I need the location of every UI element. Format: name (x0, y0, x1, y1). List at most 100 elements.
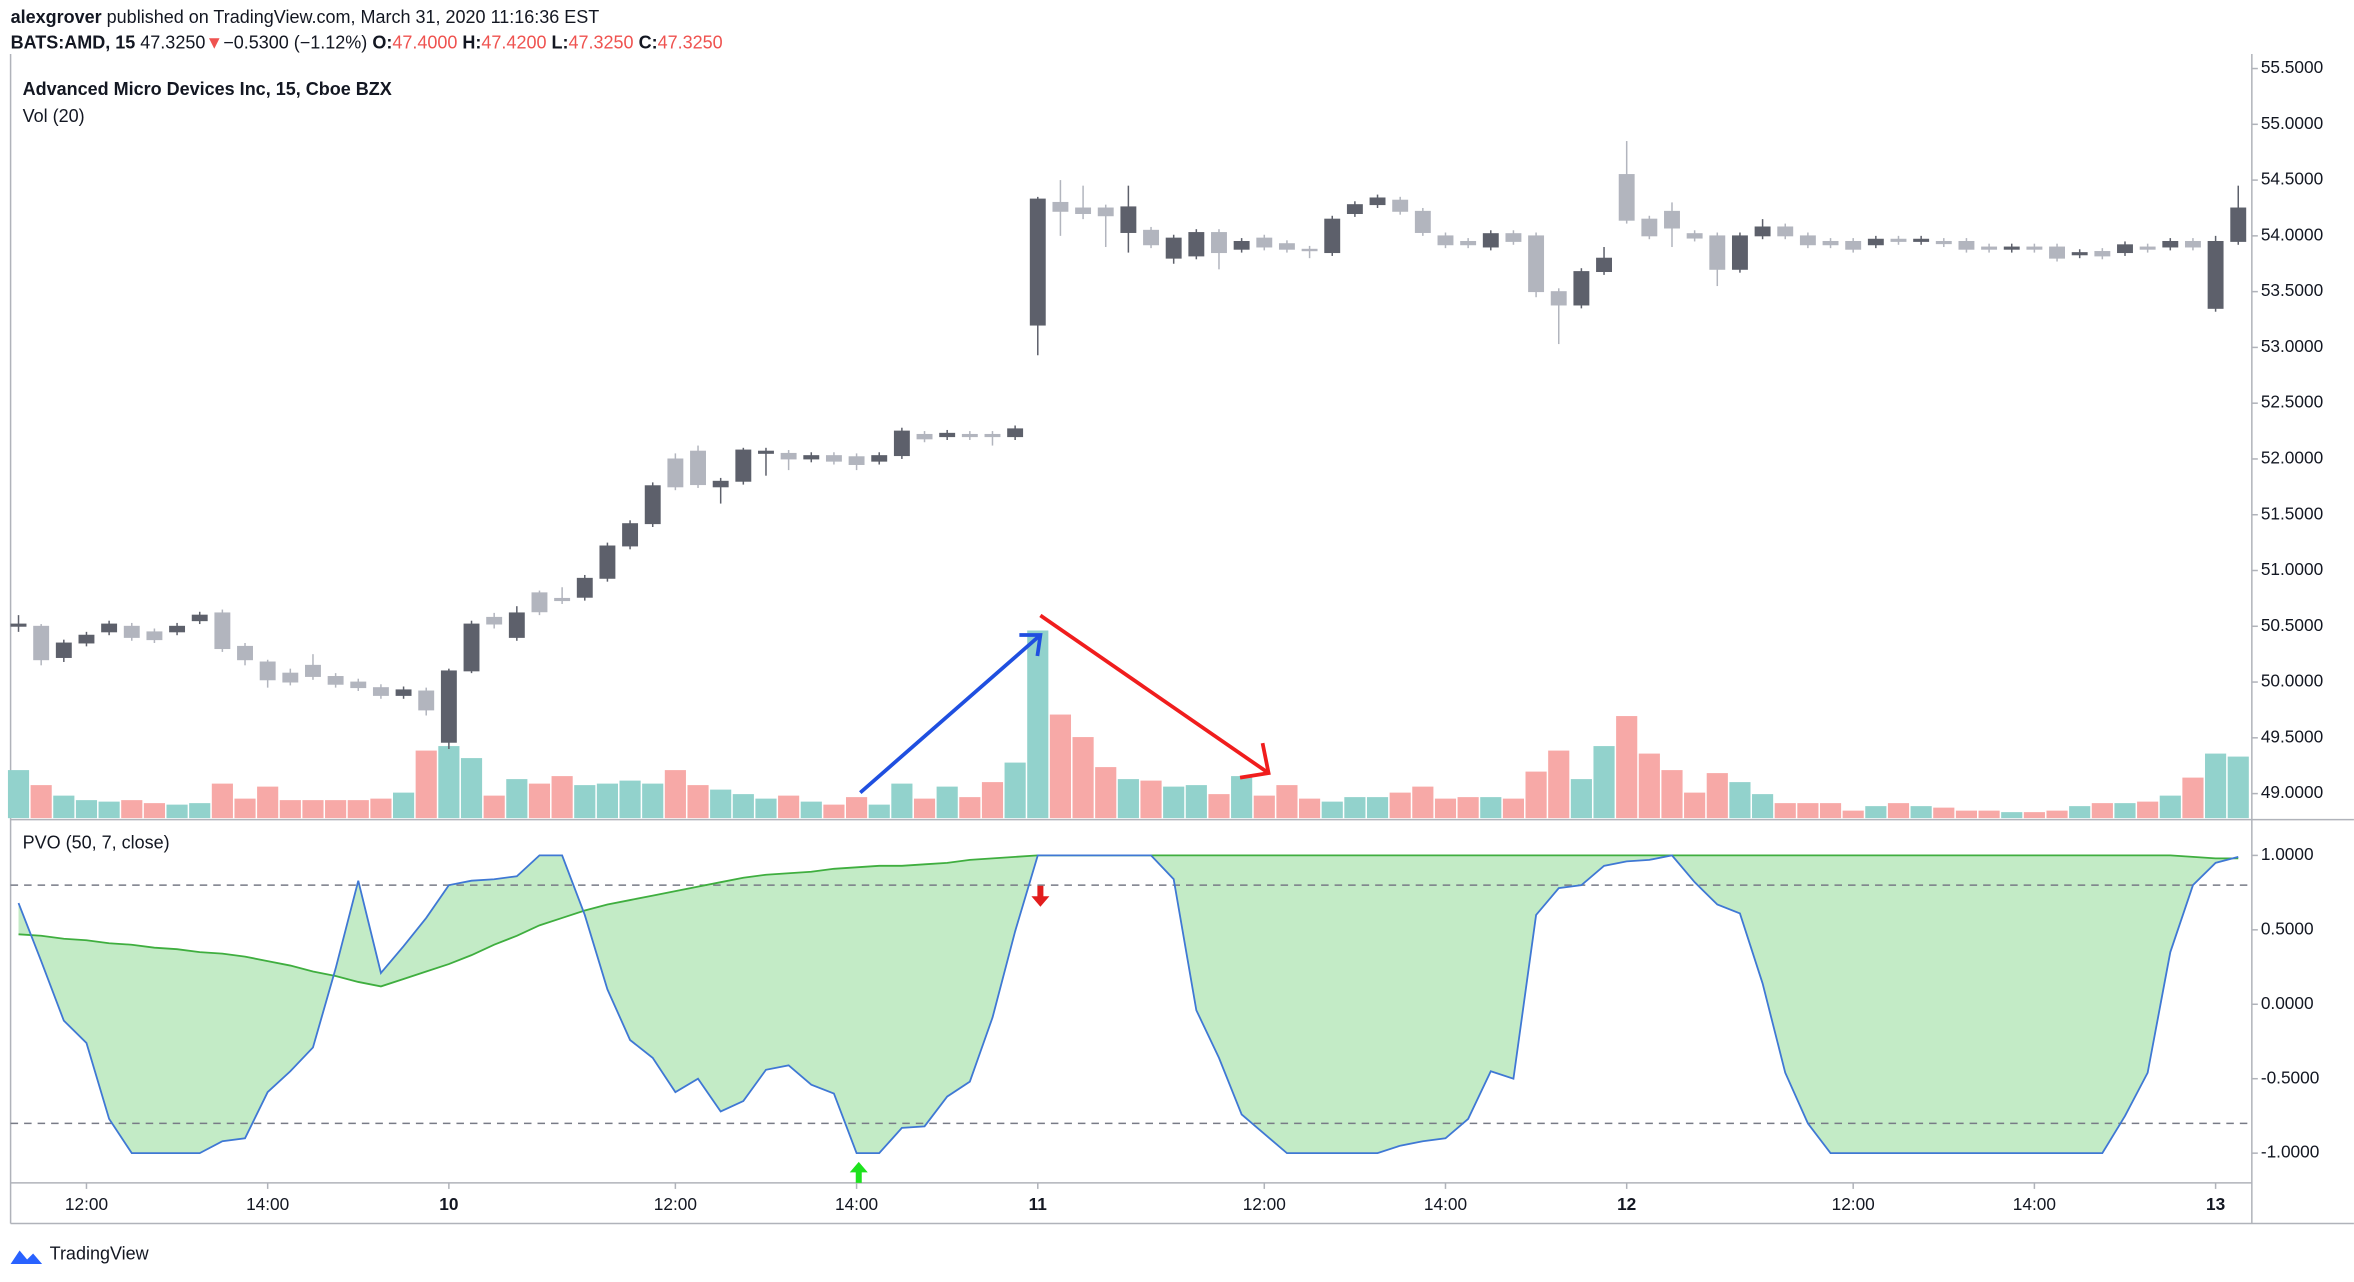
volume-bar (755, 798, 777, 819)
ohlc-label: C: (639, 32, 658, 52)
candle-body (2139, 246, 2156, 250)
volume-bar (2046, 810, 2068, 819)
candle-body (1120, 206, 1137, 233)
candle-body (1392, 199, 1409, 212)
volume-bar (1004, 762, 1026, 819)
candle-body (599, 545, 616, 579)
candle-body (1143, 229, 1159, 246)
x-tick-label: 12:00 (654, 1194, 697, 1214)
ohlc-label: O: (372, 32, 392, 52)
candle-body (1211, 232, 1227, 254)
volume-bar (732, 794, 754, 819)
volume-label: Vol (20) (23, 106, 85, 126)
volume-bar (2114, 803, 2136, 819)
candle-body (961, 433, 978, 438)
volume-bar (1842, 810, 1864, 819)
volume-bar (596, 783, 619, 819)
candle-body (644, 485, 661, 525)
candle-body (916, 433, 933, 440)
candle-body (1573, 271, 1590, 306)
candle-body (1641, 218, 1658, 237)
x-tick-label: 12:00 (1832, 1194, 1875, 1214)
candle-body (780, 452, 797, 460)
candle-body (1165, 237, 1182, 259)
y-tick-label: 53.5000 (2261, 280, 2323, 300)
candle-body (78, 634, 95, 644)
ohlc-value: 47.3250 (658, 32, 723, 52)
volume-bar (1684, 792, 1706, 819)
y-tick-label: 50.0000 (2261, 671, 2323, 691)
volume-bar (1366, 797, 1389, 819)
volume-bar (800, 801, 822, 819)
candle-body (1867, 238, 1884, 246)
candle-body (1935, 240, 1952, 245)
candle-body (1664, 210, 1680, 229)
volume-bar (528, 783, 551, 819)
candle-body (395, 689, 412, 696)
volume-bar (234, 798, 256, 819)
pvo-y-tick-label: -0.5000 (2261, 1067, 2320, 1087)
volume-bar (1887, 803, 1910, 819)
ohlc-value: 47.4200 (481, 32, 546, 52)
volume-bar (1706, 773, 1728, 819)
candle-body (1958, 240, 1975, 250)
volume-bar (1389, 792, 1411, 819)
volume-bar (1095, 767, 1117, 819)
candle-body (237, 645, 253, 661)
y-tick-label: 54.0000 (2261, 224, 2323, 244)
last: 47.3250 (140, 32, 205, 52)
candle-body (1007, 428, 1024, 438)
x-tick-label: 12:00 (1243, 1194, 1286, 1214)
volume-bar (2091, 803, 2113, 819)
candle-body (735, 449, 752, 482)
candle-body (2049, 246, 2066, 259)
x-tick-label: 11 (1029, 1194, 1048, 1214)
y-tick-label: 52.0000 (2261, 448, 2323, 468)
candle-body (1256, 237, 1273, 248)
x-tick-label: 12 (1617, 1194, 1636, 1214)
candle-body (1233, 240, 1250, 250)
volume-bar (1865, 806, 1887, 819)
volume-bar (687, 785, 709, 819)
candle-body (712, 480, 729, 488)
x-tick-label: 14:00 (246, 1194, 289, 1214)
pvo-label: PVO (50, 7, close) (23, 832, 170, 852)
candle-body (1369, 197, 1386, 206)
volume-bar (913, 798, 936, 819)
volume-bar (415, 750, 437, 819)
volume-bar (1049, 714, 1072, 819)
volume-bar (2137, 801, 2159, 819)
x-tick-label: 14:00 (1424, 1194, 1467, 1214)
candle-body (667, 458, 684, 488)
volume-bar (891, 783, 913, 819)
volume-bar (1910, 806, 1932, 819)
candle-body (1188, 232, 1205, 257)
candle-body (1596, 257, 1612, 273)
volume-bar (166, 804, 188, 819)
volume-bar (1276, 785, 1298, 819)
candle-body (123, 625, 140, 638)
volume-bar (1117, 779, 1139, 819)
candle-body (2162, 240, 2179, 248)
chart-title: Advanced Micro Devices Inc, 15, Cboe BZX (23, 79, 392, 99)
pvo-y-tick-label: -1.0000 (2261, 1142, 2320, 1162)
y-tick-label: 55.0000 (2261, 113, 2323, 133)
candle-body (191, 614, 208, 622)
volume-bar (1819, 803, 1842, 819)
candle-body (1822, 240, 1839, 246)
x-tick-label: 14:00 (2013, 1194, 2056, 1214)
x-tick-label: 10 (439, 1194, 458, 1214)
volume-bar (1163, 786, 1185, 819)
red-arrow (1039, 613, 1270, 775)
candle-body (350, 681, 367, 689)
volume-bar (868, 804, 890, 819)
volume-bar (1593, 746, 1615, 819)
candle-body (55, 642, 72, 658)
symbol: BATS:AMD, 15 (11, 32, 136, 52)
volume-bar (2069, 806, 2091, 819)
candle-body (2230, 207, 2247, 242)
pvo-line (17, 854, 2239, 1155)
y-tick-label: 51.0000 (2261, 559, 2323, 579)
candle-body (101, 623, 118, 633)
volume-bar (1570, 779, 1592, 819)
